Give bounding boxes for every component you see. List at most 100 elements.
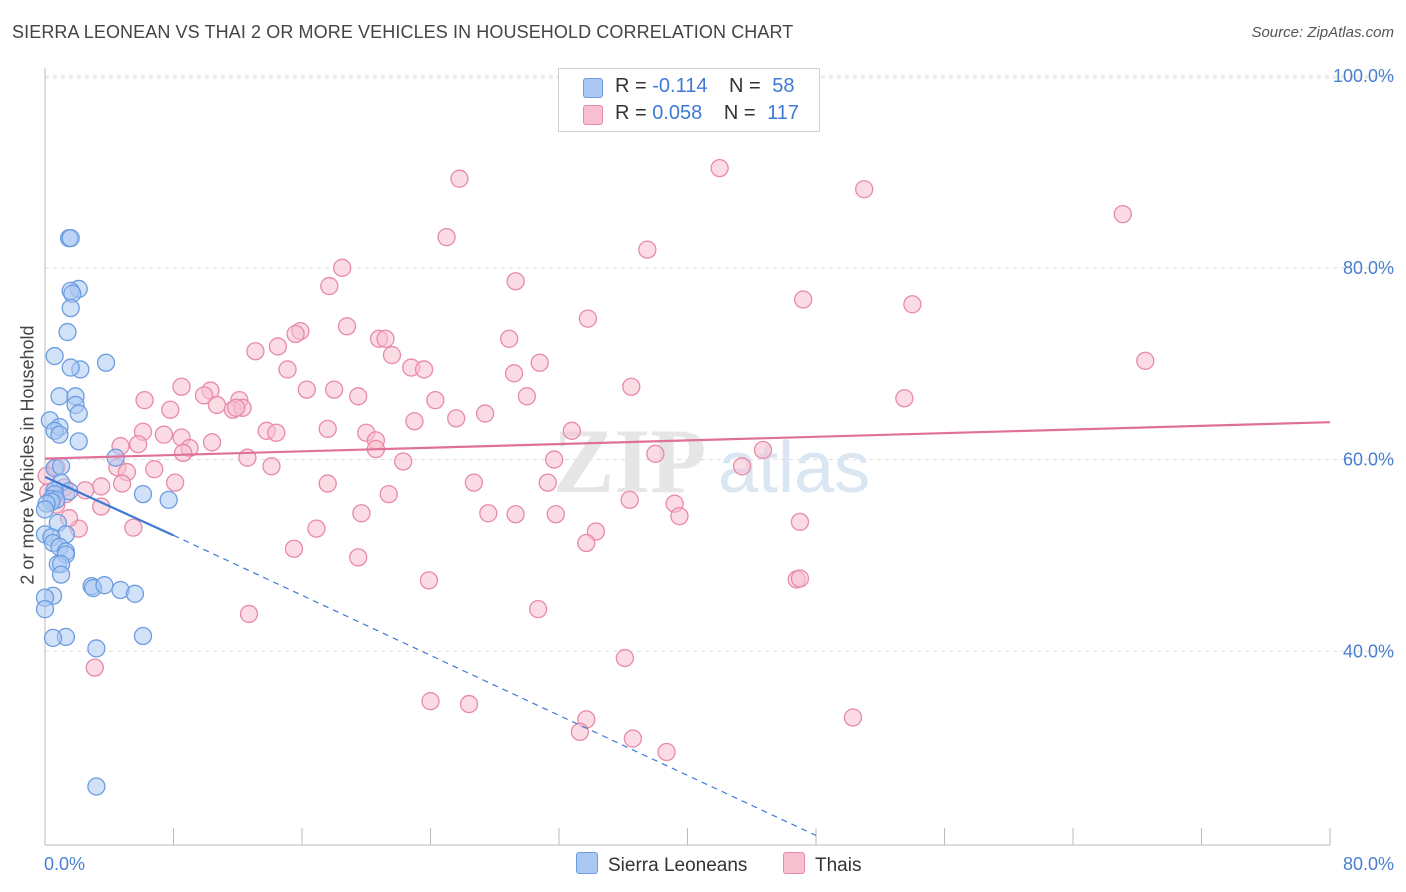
legend-row-sierra: R = -0.114 N = 58: [583, 75, 795, 98]
thai-point: [262, 457, 281, 476]
thai-point: [732, 457, 752, 476]
thai-trend-line: [44, 421, 1331, 460]
thai-point: [278, 360, 297, 379]
trend-lines: [44, 421, 1331, 836]
thai-point: [239, 604, 259, 624]
thai-point: [546, 505, 565, 524]
sierra-point: [69, 432, 88, 451]
thai-point: [459, 694, 479, 714]
thai-point: [578, 309, 598, 328]
thai-point: [657, 742, 676, 762]
thai-point: [124, 518, 143, 537]
thai-point: [437, 228, 456, 247]
sierra-point: [51, 457, 71, 476]
thai-point: [172, 377, 191, 396]
thai-point: [426, 390, 445, 410]
thai-point: [382, 345, 402, 365]
thai-point: [349, 387, 368, 406]
thai-point: [528, 599, 548, 619]
legend-r-label: R =: [615, 102, 647, 124]
thai-point: [646, 444, 665, 463]
thai-point: [623, 729, 643, 748]
thai-point: [545, 450, 564, 469]
thai-point: [112, 474, 132, 493]
thai-point: [620, 490, 639, 510]
thai-point: [161, 400, 180, 419]
thai-point: [562, 421, 581, 440]
y-tick-label: 60.0%: [1343, 450, 1394, 470]
thai-point: [207, 395, 227, 415]
thai-point: [333, 258, 352, 277]
thai-point: [337, 317, 357, 336]
legend-n-value: 58: [772, 75, 795, 97]
thai-point: [479, 504, 498, 523]
axes: [44, 68, 1331, 846]
sierra-point: [61, 358, 80, 377]
x-tick-label: 0.0%: [44, 854, 85, 874]
thai-point: [135, 390, 154, 410]
sierra-point: [45, 346, 64, 366]
thai-point: [570, 722, 590, 742]
thai-point: [753, 440, 773, 460]
sierra-point: [95, 576, 114, 595]
bottom-swatch-sierra: [576, 852, 598, 874]
thai-point: [506, 505, 525, 524]
sierra-point: [96, 353, 116, 372]
legend-row-thai: R = 0.058 N = 117: [583, 102, 799, 125]
thai-point: [1113, 204, 1132, 224]
thai-point: [405, 412, 424, 431]
source-label: Source: ZipAtlas.com: [1251, 24, 1394, 41]
thai-point: [895, 389, 914, 408]
legend-r-label: R =: [615, 75, 647, 97]
sierra-point: [133, 626, 153, 646]
sierra-point: [35, 500, 55, 519]
thai-point: [226, 398, 246, 417]
sierra-point: [58, 322, 77, 342]
sierra-point: [35, 599, 55, 619]
thai-point: [286, 324, 305, 344]
thai-point: [500, 329, 519, 348]
legend-swatch-sierra: [583, 78, 603, 98]
thai-point: [530, 353, 549, 372]
thai-point: [379, 484, 398, 504]
thai-point: [129, 435, 148, 454]
legend-r-value: -0.114: [652, 75, 708, 97]
y-tick-label: 40.0%: [1343, 641, 1394, 661]
thai-point: [268, 337, 288, 356]
sierra-point: [51, 565, 71, 584]
thai-point: [419, 571, 439, 590]
legend-n-label: N =: [729, 75, 761, 97]
sierra-point: [61, 228, 80, 248]
bottom-legend-sierra: Sierra Leoneans: [576, 852, 747, 877]
thai-point: [421, 692, 440, 711]
thai-point: [284, 539, 304, 558]
thai-point: [447, 409, 466, 428]
thai-point: [320, 276, 339, 296]
thai-point: [794, 290, 813, 309]
thai-point: [843, 708, 863, 727]
thai-point: [318, 474, 337, 493]
thai-point: [349, 548, 368, 567]
thai-point: [790, 569, 810, 588]
y-tick-label: 80.0%: [1343, 258, 1394, 278]
thai-point: [165, 473, 185, 492]
sierra-point: [159, 490, 178, 510]
thai-point: [194, 386, 214, 405]
thai-point: [464, 473, 484, 492]
thai-point: [394, 452, 413, 471]
watermark: ZIP atlas: [553, 410, 870, 512]
bottom-legend-thai: Thais: [783, 852, 861, 877]
thai-point: [324, 380, 344, 399]
sierra-point: [50, 425, 69, 444]
sierra-point: [87, 777, 106, 796]
thai-point: [538, 473, 557, 492]
legend-r-value: 0.058: [652, 102, 703, 124]
thai-point: [577, 533, 596, 553]
thai-point: [1136, 351, 1155, 370]
thai-point: [297, 380, 316, 399]
thai-point: [670, 506, 689, 526]
sierra-trend-solid: [44, 475, 174, 537]
sierra-point: [133, 484, 153, 504]
bottom-swatch-thai: [783, 852, 805, 874]
